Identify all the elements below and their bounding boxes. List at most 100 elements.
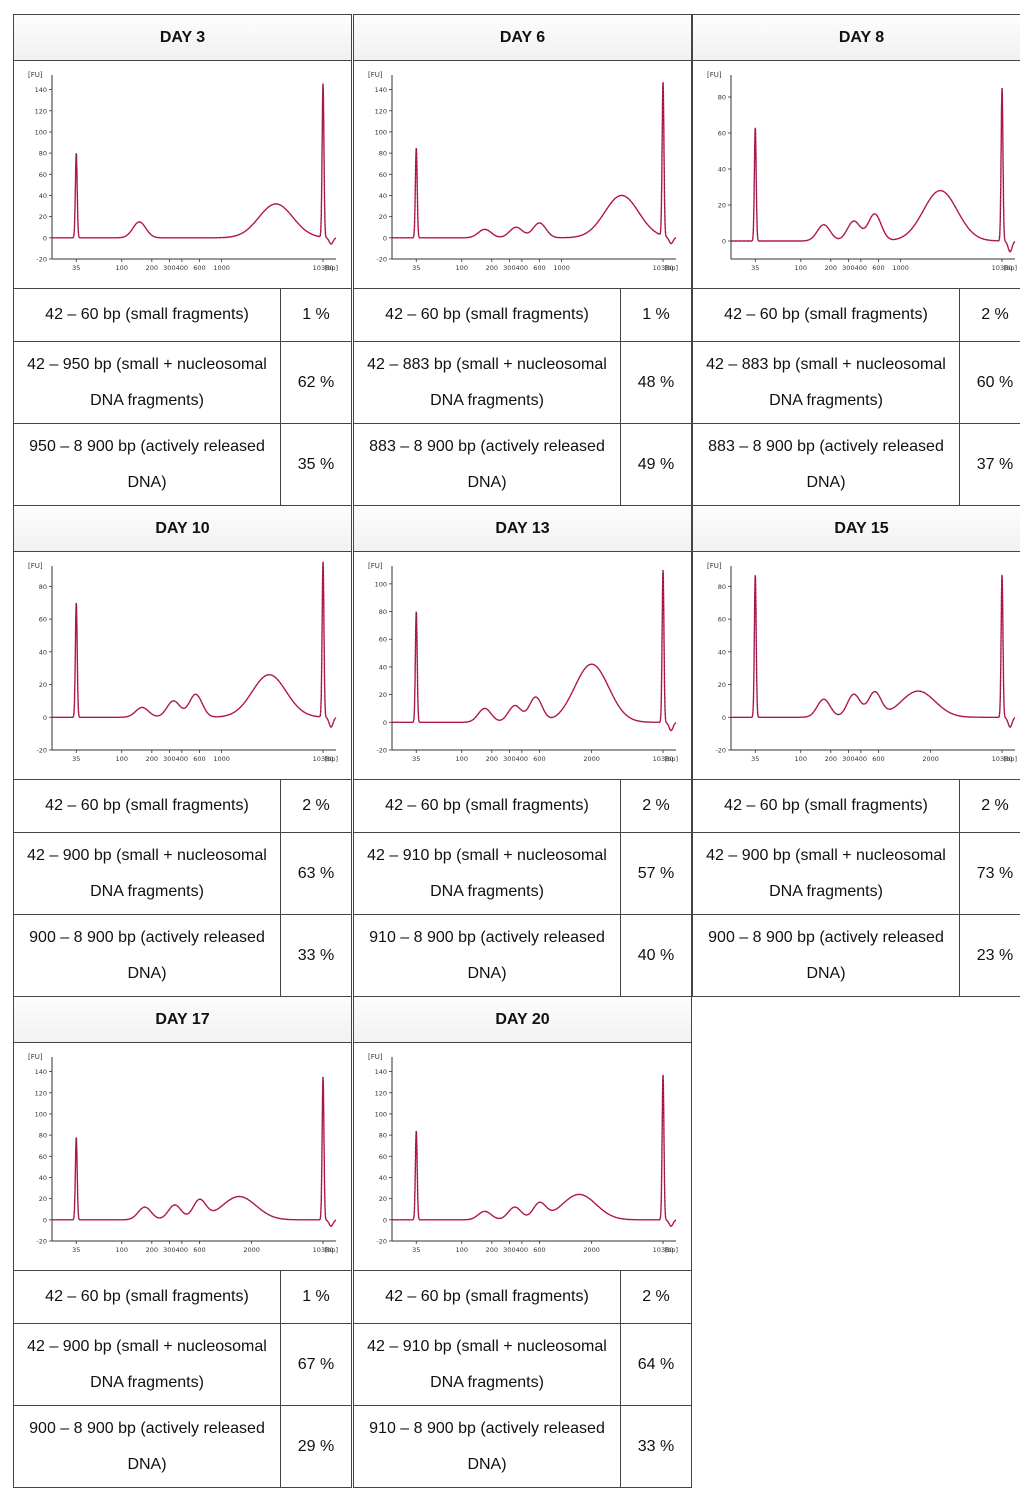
panel-title: DAY 17	[14, 997, 351, 1043]
table-row: 900 – 8 900 bp (actively released DNA) 33…	[14, 915, 351, 996]
table-row: 950 – 8 900 bp (actively released DNA) 35…	[14, 424, 351, 505]
range-label: 910 – 8 900 bp (actively released DNA)	[354, 915, 621, 996]
series-line-overlay	[392, 1074, 677, 1227]
y-tick-label: 140	[35, 86, 47, 94]
percent-value: 63 %	[297, 864, 335, 882]
x-tick-label: 600	[533, 1246, 545, 1254]
x-tick-label: 100	[456, 1246, 468, 1254]
table-row: 42 – 60 bp (small fragments) 2 %	[354, 780, 691, 833]
y-tick-label: 120	[375, 1089, 387, 1097]
y-tick-label: 20	[379, 1195, 387, 1203]
table-row: 42 – 60 bp (small fragments) 1 %	[14, 289, 351, 342]
series-line	[392, 82, 677, 245]
range-label: 883 – 8 900 bp (actively released DNA)	[354, 424, 621, 505]
x-tick-label: 300	[842, 264, 854, 272]
panel-day-3: DAY 3 [FU] -20 0 20 40 60 80 100 120 140 35 100 200 3…	[13, 14, 352, 506]
x-tick-label: 35	[412, 264, 420, 272]
x-tick-label: 100	[456, 755, 468, 763]
x-tick-label: 300	[503, 264, 515, 272]
x-tick-label: 10380	[653, 264, 674, 272]
x-tick-label: 600	[533, 264, 545, 272]
y-tick-label: 60	[39, 171, 47, 179]
electropherogram-plot: [FU] -20 0 20 40 60 80 100 120 140 35 100 200 300 400 6…	[354, 1043, 691, 1271]
x-tick-label: 400	[516, 755, 528, 763]
y-tick-label: 100	[375, 580, 387, 588]
x-axis-label: [bp]	[325, 755, 338, 763]
range-label: 42 – 900 bp (small + nucleosomal DNA fra…	[14, 1324, 281, 1405]
range-label: 42 – 60 bp (small fragments)	[693, 780, 960, 832]
y-tick-label: 100	[35, 128, 47, 136]
table-row: 42 – 883 bp (small + nucleosomal DNA fra…	[354, 342, 691, 424]
x-axis-label: [bp]	[1004, 264, 1017, 272]
x-tick-label: 1000	[213, 264, 230, 272]
x-tick-label: 300	[503, 755, 515, 763]
y-tick-label: 0	[43, 714, 47, 722]
percent-value: 1 %	[302, 306, 330, 323]
y-tick-label: 20	[39, 1195, 47, 1203]
percent-value: 40 %	[637, 946, 675, 964]
table-row: 900 – 8 900 bp (actively released DNA) 29…	[14, 1406, 351, 1487]
x-tick-label: 10380	[313, 755, 334, 763]
y-tick-label: 0	[43, 1216, 47, 1224]
x-tick-label: 35	[72, 1246, 80, 1254]
percent-value: 49 %	[637, 455, 675, 473]
table-row: 42 – 883 bp (small + nucleosomal DNA fra…	[693, 342, 1020, 424]
x-tick-label: 400	[855, 755, 867, 763]
x-tick-label: 35	[72, 755, 80, 763]
y-tick-label: 80	[718, 94, 726, 102]
y-axis-label: [FU]	[28, 71, 43, 79]
y-tick-label: -20	[376, 747, 387, 755]
y-tick-label: -20	[376, 256, 387, 264]
electropherogram-plot: [FU] -20 0 20 40 60 80 100 120 140 35 100 200 300 400 6…	[14, 1043, 351, 1271]
y-tick-label: 40	[39, 1174, 47, 1182]
series-line	[392, 1074, 677, 1227]
y-tick-label: 40	[718, 648, 726, 656]
y-tick-label: 80	[39, 1132, 47, 1140]
x-tick-label: 600	[193, 264, 205, 272]
y-tick-label: 40	[39, 648, 47, 656]
y-tick-label: 20	[718, 202, 726, 210]
range-label: 42 – 950 bp (small + nucleosomal DNA fra…	[14, 342, 281, 423]
percent-value: 2 %	[642, 1288, 670, 1305]
table-row: 42 – 60 bp (small fragments) 2 %	[354, 1271, 691, 1324]
x-tick-label: 10380	[992, 755, 1013, 763]
percent-value: 23 %	[976, 946, 1014, 964]
chart-svg: [FU] -20 0 20 40 60 80 100 120 140 35 100 200 300 400 6…	[28, 1053, 338, 1254]
panel-title: DAY 15	[693, 506, 1020, 552]
y-tick-label: 0	[383, 719, 387, 727]
y-tick-label: 40	[39, 192, 47, 200]
percent-value: 1 %	[642, 306, 670, 323]
chart-svg: [FU] -20 0 20 40 60 80 100 120 140 35 100 200 300 400 6…	[28, 71, 338, 272]
y-tick-label: 140	[35, 1068, 47, 1076]
x-tick-label: 2000	[583, 755, 600, 763]
y-tick-label: 0	[722, 238, 726, 246]
range-label: 883 – 8 900 bp (actively released DNA)	[693, 424, 960, 505]
percent-value: 2 %	[981, 797, 1009, 814]
percent-value: 29 %	[297, 1437, 335, 1455]
table-row: 42 – 900 bp (small + nucleosomal DNA fra…	[14, 1324, 351, 1406]
x-tick-label: 10380	[313, 264, 334, 272]
table-row: 42 – 900 bp (small + nucleosomal DNA fra…	[693, 833, 1020, 915]
range-label: 900 – 8 900 bp (actively released DNA)	[14, 1406, 281, 1487]
range-label: 42 – 910 bp (small + nucleosomal DNA fra…	[354, 1324, 621, 1405]
x-tick-label: 600	[533, 755, 545, 763]
y-tick-label: 100	[375, 128, 387, 136]
x-tick-label: 2000	[583, 1246, 600, 1254]
y-tick-label: 0	[43, 234, 47, 242]
panel-day-20: DAY 20 [FU] -20 0 20 40 60 80 100 120 140 35 100 200…	[353, 996, 692, 1488]
percent-value: 37 %	[976, 455, 1014, 473]
percent-value: 2 %	[302, 797, 330, 814]
x-tick-label: 400	[176, 264, 188, 272]
range-label: 950 – 8 900 bp (actively released DNA)	[14, 424, 281, 505]
y-axis-label: [FU]	[28, 562, 43, 570]
y-tick-label: -20	[36, 747, 47, 755]
percent-value: 1 %	[302, 1288, 330, 1305]
y-tick-label: 40	[379, 192, 387, 200]
x-tick-label: 600	[872, 264, 884, 272]
electropherogram-plot: [FU] -20 0 20 40 60 80 35 100 200 300 400 600 2000 103…	[693, 552, 1020, 780]
range-label: 42 – 883 bp (small + nucleosomal DNA fra…	[693, 342, 960, 423]
x-axis-label: [bp]	[1004, 755, 1017, 763]
x-tick-label: 10380	[653, 755, 674, 763]
y-tick-label: -20	[36, 1238, 47, 1246]
table-row: 910 – 8 900 bp (actively released DNA) 33…	[354, 1406, 691, 1487]
